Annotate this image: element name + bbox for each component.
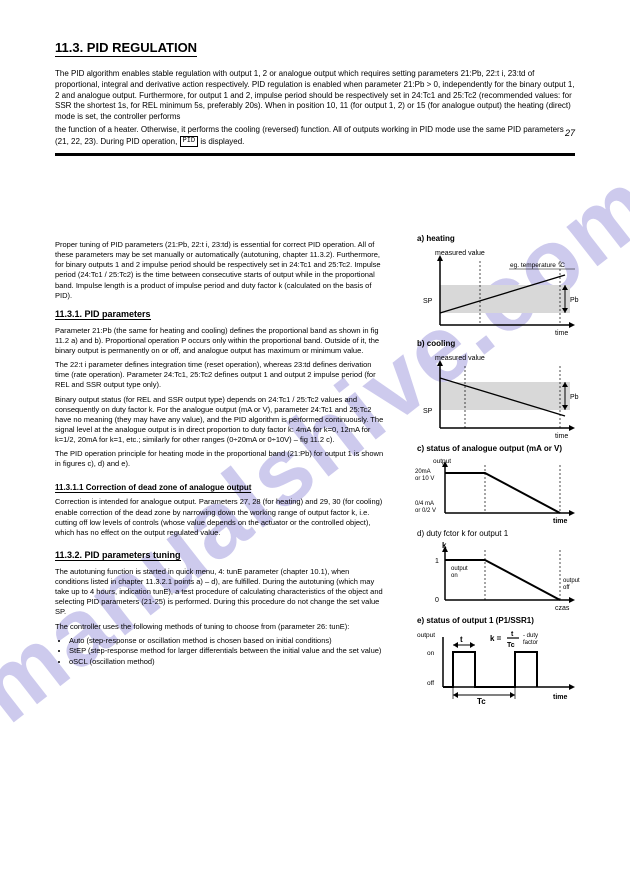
fig-b-band (440, 382, 570, 410)
fig-d-0: 0 (435, 597, 439, 604)
sec1-p2: The 22:t i parameter defines integration… (55, 360, 385, 390)
sec1-p3: Binary output status (for REL and SSR ou… (55, 395, 385, 446)
fig-d-svg: k 1 0 outputon outputoff czas (415, 540, 590, 612)
sec2-p2: The controller uses the following method… (55, 622, 385, 632)
fig-a-pb: Pb (570, 297, 579, 304)
fig-a-ylabel: measured value (435, 250, 485, 257)
p0: Proper tuning of PID parameters (21:Pb, … (55, 240, 385, 301)
left-column: Proper tuning of PID parameters (21:Pb, … (55, 240, 385, 667)
fig-e-eq-tc: Tc (507, 642, 515, 649)
sec-11-3-2: 11.3.2. PID parameters tuning (55, 550, 181, 561)
sec-11-3-1-1: 11.3.1.1 Correction of dead zone of anal… (55, 483, 251, 493)
fig-c-top: 20mAor 10 V (415, 469, 434, 482)
fig-c-ylabel: output (433, 458, 451, 465)
fig-b-xlabel: time (555, 433, 568, 440)
fig-e-off: off (427, 680, 434, 687)
fig-a-svg: measured value SP Pb eg. temperature °C … (415, 245, 590, 335)
sub1-p: Correction is intended for analogue outp… (55, 497, 385, 538)
tune-item-2: oSCL (oscillation method) (69, 657, 385, 668)
intro-paragraph-1: The PID algorithm enables stable regulat… (55, 69, 575, 123)
section-rule (55, 153, 575, 156)
subsection-1: Proper tuning of PID parameters (21:Pb, … (55, 240, 385, 667)
fig-e-caption: e) status of output 1 (P1/SSR1) (417, 616, 595, 625)
fig-e-ylabel: output (417, 632, 435, 639)
fig-e-on: on (427, 650, 435, 657)
fig-c-svg: output 20mAor 10 V 0/4 mAor 0/2 V time (415, 455, 590, 525)
intro-text-3: the function of a heater. Otherwise, it … (55, 125, 564, 146)
fig-a-note: eg. temperature °C (510, 261, 565, 269)
sec1-p4: The PID operation principle for heating … (55, 449, 385, 469)
fig-c-xlabel: time (553, 518, 568, 525)
intro-paragraph-3: the function of a heater. Otherwise, it … (55, 125, 575, 147)
fig-a-band (440, 285, 570, 313)
fig-c-bot: 0/4 mAor 0/2 V (415, 501, 436, 514)
fig-a-xlabel: time (555, 330, 568, 335)
fig-b-sp: SP (423, 408, 433, 415)
fig-d-off: outputoff (563, 578, 580, 591)
fig-b-caption: b) cooling (417, 339, 595, 348)
fig-e-eq-tnum: t (511, 631, 514, 638)
fig-e-xlabel: time (553, 694, 568, 701)
fig-d-caption: d) duty fctor k for output 1 (417, 529, 595, 538)
section-title: 11.3. PID REGULATION (55, 40, 197, 57)
intro-text-2: is displayed. (200, 137, 244, 146)
tune-item-0: Auto (step-response or oscillation metho… (69, 636, 385, 647)
fig-a-sp: SP (423, 298, 433, 305)
sec1-p1: Parameter 21:Pb (the same for heating an… (55, 326, 385, 356)
pid-icon: PID (180, 136, 199, 147)
fig-d-on: outputon (451, 566, 468, 579)
figures-column: a) heating measured value SP Pb eg. temp… (415, 230, 595, 707)
sec2-p1: The autotuning function is started in qu… (55, 567, 385, 618)
fig-b-ylabel: measured value (435, 355, 485, 362)
fig-a-xarrow (569, 322, 575, 328)
fig-e-t: t (460, 635, 463, 644)
fig-e-svg: output on off t k = t Tc - dutyfactor Tc… (415, 627, 590, 707)
sec-11-3-1: 11.3.1. PID parameters (55, 309, 151, 320)
fig-c-caption: c) status of analogue output (mA or V) (417, 444, 595, 453)
fig-c-line (445, 473, 560, 513)
fig-a-caption: a) heating (417, 234, 595, 243)
fig-e-tc-label: Tc (477, 697, 486, 706)
fig-e-pulses (443, 652, 537, 687)
fig-e-duty: - dutyfactor (523, 633, 538, 646)
fig-b-svg: measured value SP Pb time (415, 350, 590, 440)
fig-d-1: 1 (435, 558, 439, 565)
page-number: 27 (565, 128, 575, 138)
fig-b-pb: Pb (570, 394, 579, 401)
fig-d-xlabel: czas (555, 605, 570, 612)
fig-e-eq-k: k = (490, 634, 502, 643)
tune-item-1: StEP (step-response method for larger di… (69, 646, 385, 657)
